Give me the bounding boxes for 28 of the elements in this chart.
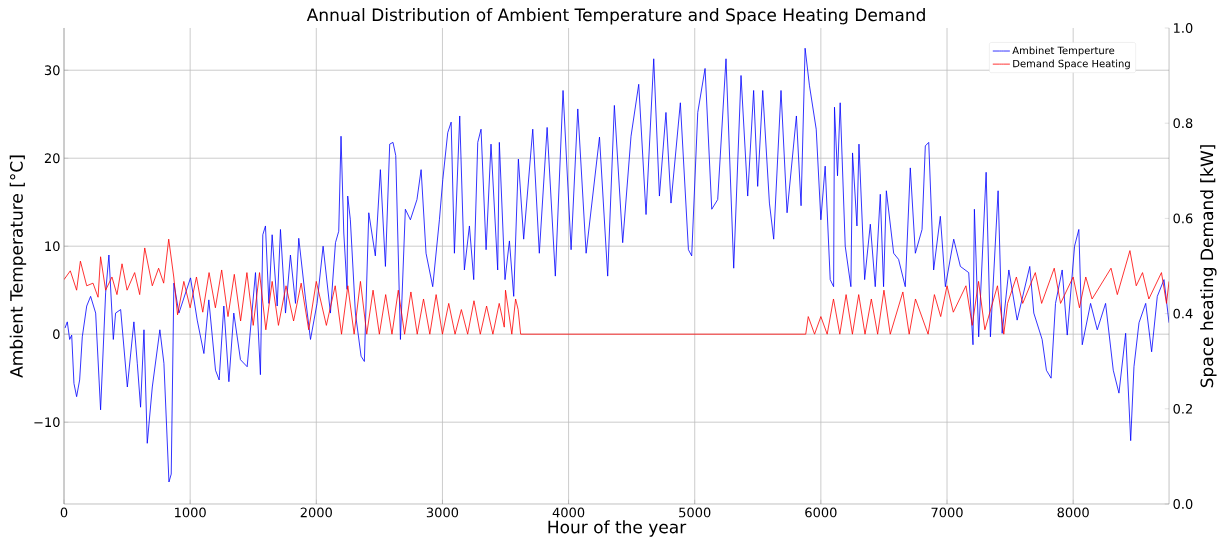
legend-label: Demand Space Heating <box>1013 59 1130 70</box>
y-tick-label: 10 <box>45 241 60 252</box>
y-tick-label: 20 <box>44 153 60 164</box>
y2-tick-label: 0.2 <box>1173 403 1192 414</box>
x-tick-label: 6000 <box>805 507 837 518</box>
y2-axis-title: Space heating Demand [kW] <box>1200 145 1217 388</box>
x-tick-label: 1000 <box>175 507 206 518</box>
y2-tick-label: 1.0 <box>1174 23 1193 33</box>
y2-tick-label: 0.0 <box>1173 499 1193 509</box>
line-series <box>64 238 1170 335</box>
chart-title: Annual Distribution of Ambient Temperature and Space Heating Demand <box>306 8 925 25</box>
y-tick-label: 30 <box>44 65 60 76</box>
x-tick-label: 5000 <box>679 507 711 518</box>
y-tick-label: −10 <box>34 417 60 428</box>
line-series <box>64 47 1170 483</box>
x-tick-label: 2000 <box>300 507 332 518</box>
x-tick-label: 0 <box>60 507 68 518</box>
legend-label: Ambinet Temperture <box>1012 46 1115 57</box>
x-tick-label: 7000 <box>931 507 963 518</box>
y-axis-title: Ambient Temperature [°C] <box>9 155 27 378</box>
x-tick-label: 3000 <box>426 507 459 518</box>
y2-tick-label: 0.6 <box>1173 213 1193 224</box>
x-axis-title: Hour of the year <box>548 520 687 537</box>
x-tick-label: 8000 <box>1057 507 1089 518</box>
y2-tick-label: 0.4 <box>1173 308 1193 319</box>
y2-tick-label: 0.8 <box>1173 118 1193 129</box>
x-tick-label: 4000 <box>552 507 585 518</box>
y-tick-label: 0 <box>53 329 60 340</box>
